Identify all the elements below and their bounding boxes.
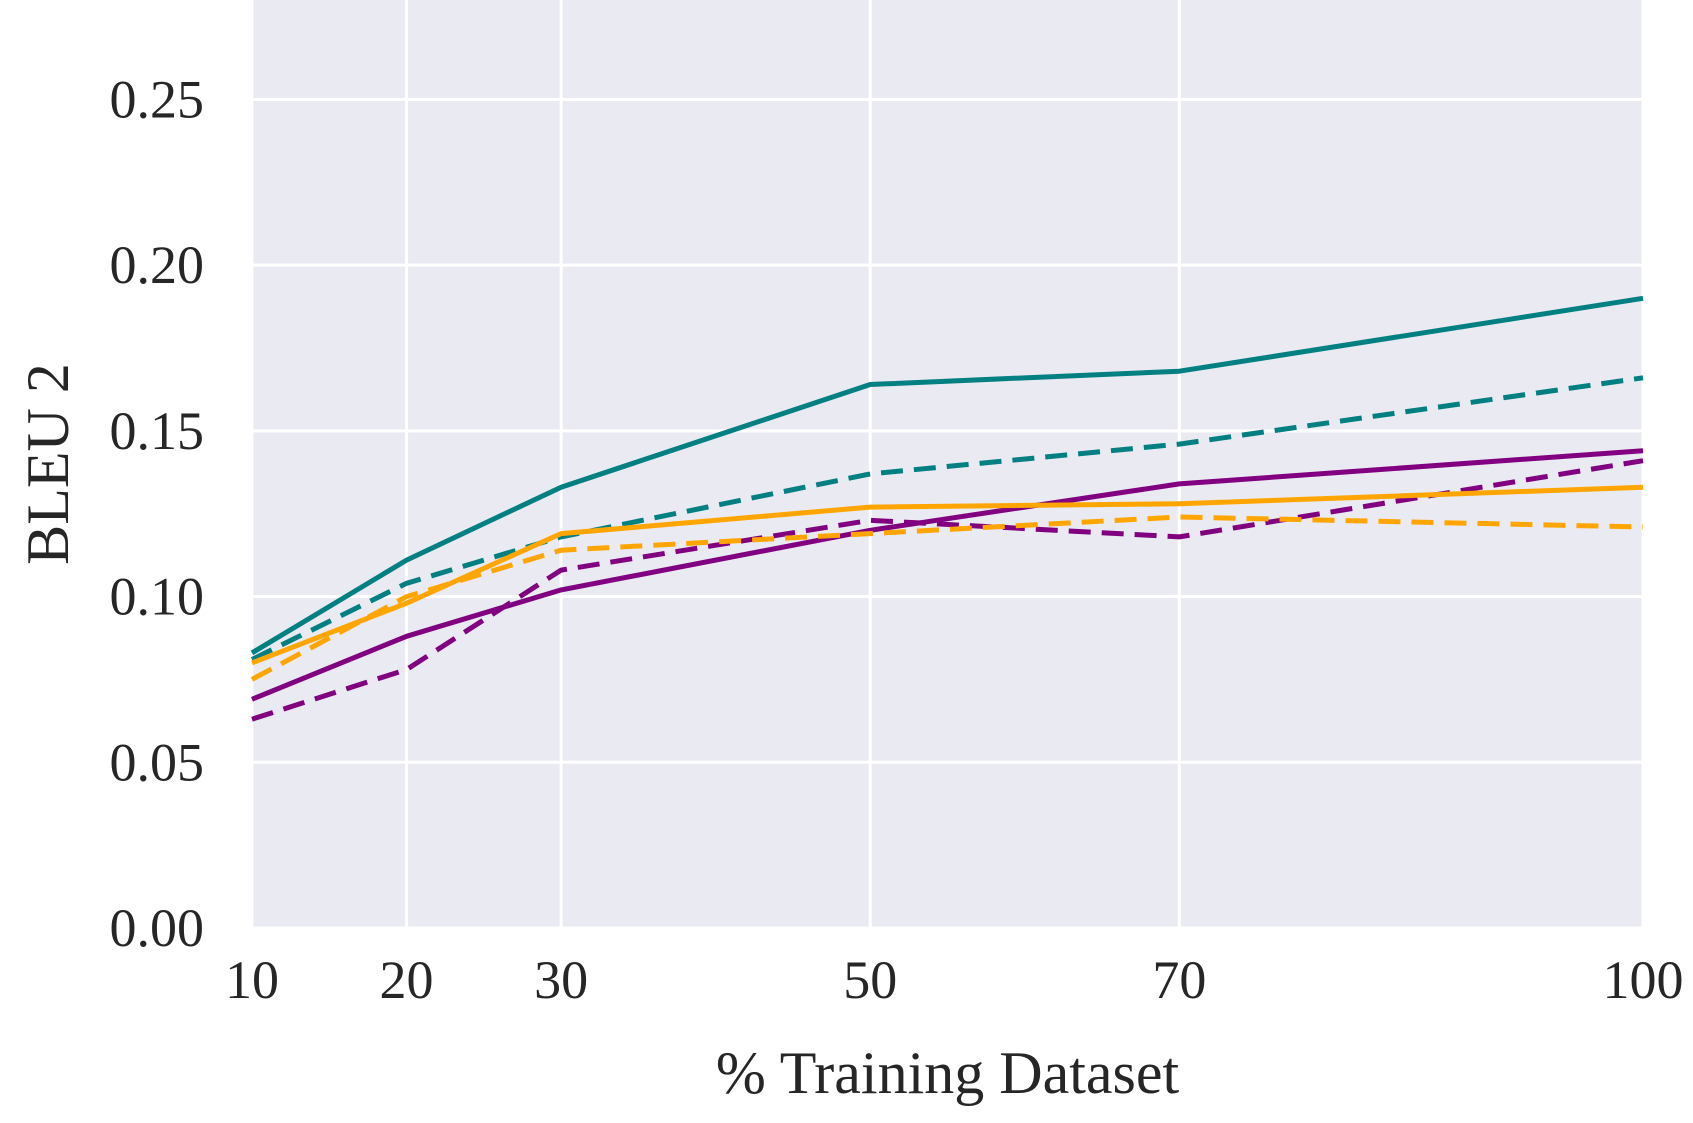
- y-tick-label-5: 0.25: [110, 69, 205, 129]
- series-line-purple-dashed: [251, 458, 1644, 722]
- grid: [250, 0, 1645, 930]
- x-tick-label-4: 70: [1152, 950, 1206, 1010]
- y-tick-label-1: 0.05: [110, 732, 205, 792]
- series-line-orange-dashed: [250, 514, 1644, 682]
- y-tick-label-3: 0.15: [110, 401, 205, 461]
- series-lines: [250, 295, 1644, 722]
- series-line-purple-solid: [251, 448, 1644, 702]
- y-axis-label: BLEU 2: [15, 363, 81, 565]
- y-tick-label-0: 0.00: [110, 898, 205, 958]
- series-line-teal-dashed: [250, 375, 1644, 662]
- y-tick-label-4: 0.20: [110, 235, 205, 295]
- x-axis-label: % Training Dataset: [716, 1040, 1180, 1106]
- x-tick-label-5: 100: [1603, 950, 1684, 1010]
- y-tick-label-2: 0.10: [110, 567, 205, 627]
- x-tick-label-2: 30: [534, 950, 588, 1010]
- y-axis-ticks: 0.00 0.05 0.10 0.15 0.20 0.25: [110, 69, 205, 958]
- series-line-teal-solid: [250, 295, 1644, 656]
- x-axis-ticks: 10 20 30 50 70 100: [225, 950, 1684, 1010]
- x-tick-label-0: 10: [225, 950, 279, 1010]
- x-tick-label-1: 20: [380, 950, 434, 1010]
- x-tick-label-3: 50: [843, 950, 897, 1010]
